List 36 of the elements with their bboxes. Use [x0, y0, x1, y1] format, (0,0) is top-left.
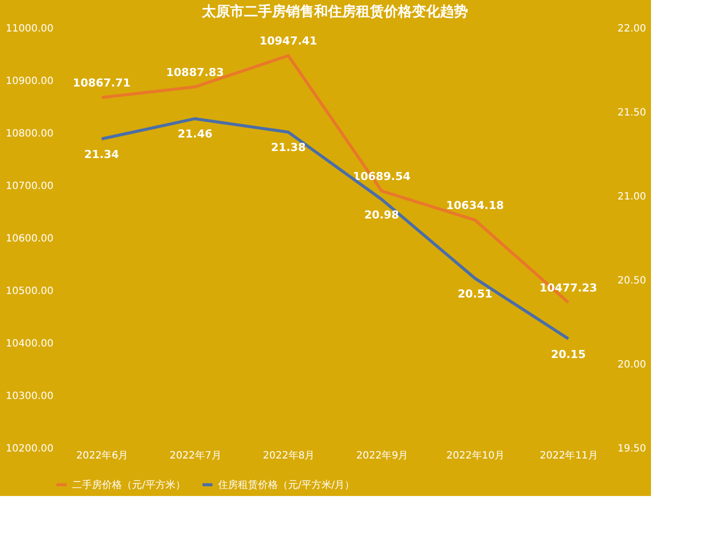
y2-tick-label: 20.50 — [618, 276, 646, 286]
y-tick-label: 10800.00 — [6, 128, 54, 140]
y2-tick-label: 19.50 — [618, 444, 646, 454]
y-tick-label: 10400.00 — [6, 338, 54, 350]
legend-label: 住房租赁价格（元/平方米/月） — [218, 478, 355, 491]
data-label: 20.98 — [364, 208, 400, 222]
data-label: 10634.18 — [446, 199, 504, 212]
y2-tick-label: 21.50 — [618, 108, 646, 118]
y2-tick-label: 21.00 — [618, 192, 646, 202]
data-label: 20.15 — [550, 348, 586, 361]
y-tick-label: 10500.00 — [6, 286, 54, 297]
data-label: 21.38 — [270, 141, 306, 154]
chart-title: 太原市二手房销售和住房租赁价格变化趋势 — [201, 3, 468, 20]
data-label: 10477.23 — [539, 281, 598, 294]
legend-label: 二手房价格（元/平方米） — [72, 478, 186, 491]
y-tick-label: 11000.00 — [6, 24, 54, 34]
x-tick-label: 2022年7月 — [170, 450, 222, 462]
data-label: 10947.41 — [259, 34, 318, 48]
y-tick-label: 10600.00 — [6, 234, 54, 244]
data-label: 10887.83 — [166, 66, 224, 79]
data-label: 10867.71 — [72, 76, 131, 90]
x-tick-label: 2022年11月 — [540, 450, 598, 462]
x-tick-label: 2022年10月 — [446, 450, 505, 462]
data-label: 21.34 — [84, 148, 120, 161]
x-tick-label: 2022年8月 — [262, 450, 315, 462]
data-label: 10689.54 — [352, 170, 411, 183]
x-tick-label: 2022年6月 — [76, 450, 128, 462]
y-tick-label: 10200.00 — [6, 444, 54, 454]
y2-tick-label: 20.00 — [618, 360, 646, 370]
x-tick-label: 2022年9月 — [356, 450, 408, 462]
y-tick-label: 10900.00 — [6, 76, 54, 87]
data-label: 21.46 — [178, 128, 213, 141]
y-tick-label: 10700.00 — [6, 181, 54, 192]
data-label: 20.51 — [458, 287, 492, 300]
y2-tick-label: 22.00 — [618, 24, 646, 34]
y-tick-label: 10300.00 — [6, 391, 54, 402]
